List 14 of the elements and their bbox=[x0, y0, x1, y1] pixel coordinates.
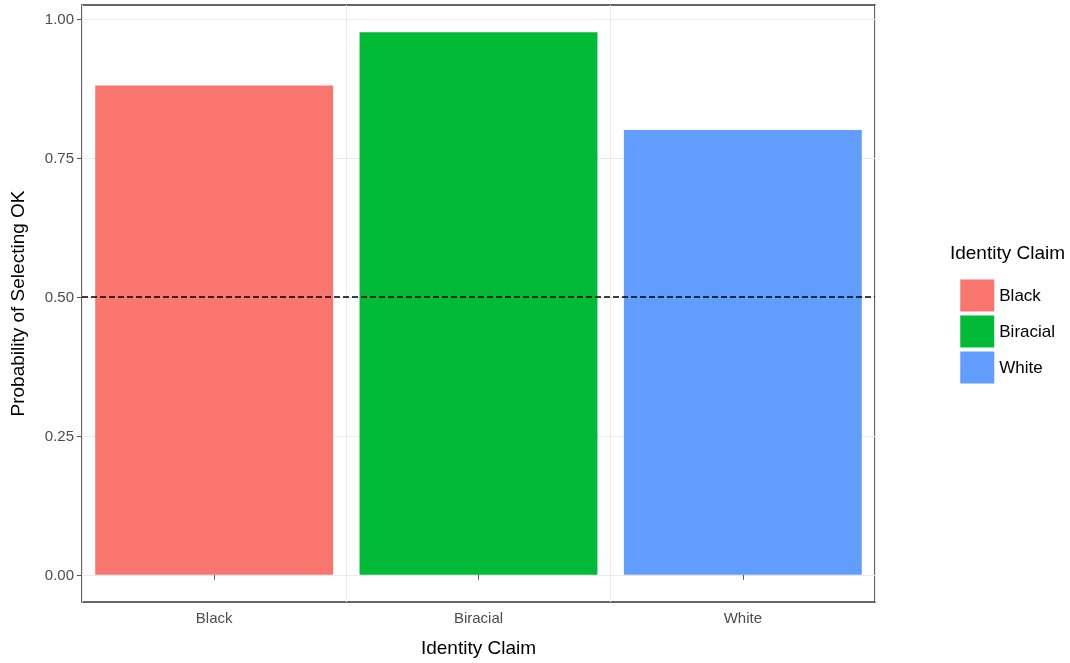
legend-label: Black bbox=[999, 286, 1042, 305]
legend-label: Biracial bbox=[999, 322, 1056, 341]
x-axis-title: Identity Claim bbox=[420, 637, 537, 658]
x-tick-label: White bbox=[723, 609, 763, 626]
legend-label: White bbox=[999, 358, 1043, 377]
y-tick-label: 0.50 bbox=[44, 288, 74, 306]
y-tick-label: 0.00 bbox=[44, 566, 74, 584]
legend-title: Identity Claim bbox=[949, 242, 1066, 263]
y-axis-title: Probability of Selecting OK bbox=[7, 190, 28, 417]
x-tick-label: Biracial bbox=[453, 609, 504, 626]
y-tick-label: 1.00 bbox=[44, 10, 74, 28]
x-tick-label: Black bbox=[195, 609, 233, 626]
y-tick-label: 0.25 bbox=[44, 427, 74, 445]
y-tick-label: 0.75 bbox=[44, 149, 74, 167]
